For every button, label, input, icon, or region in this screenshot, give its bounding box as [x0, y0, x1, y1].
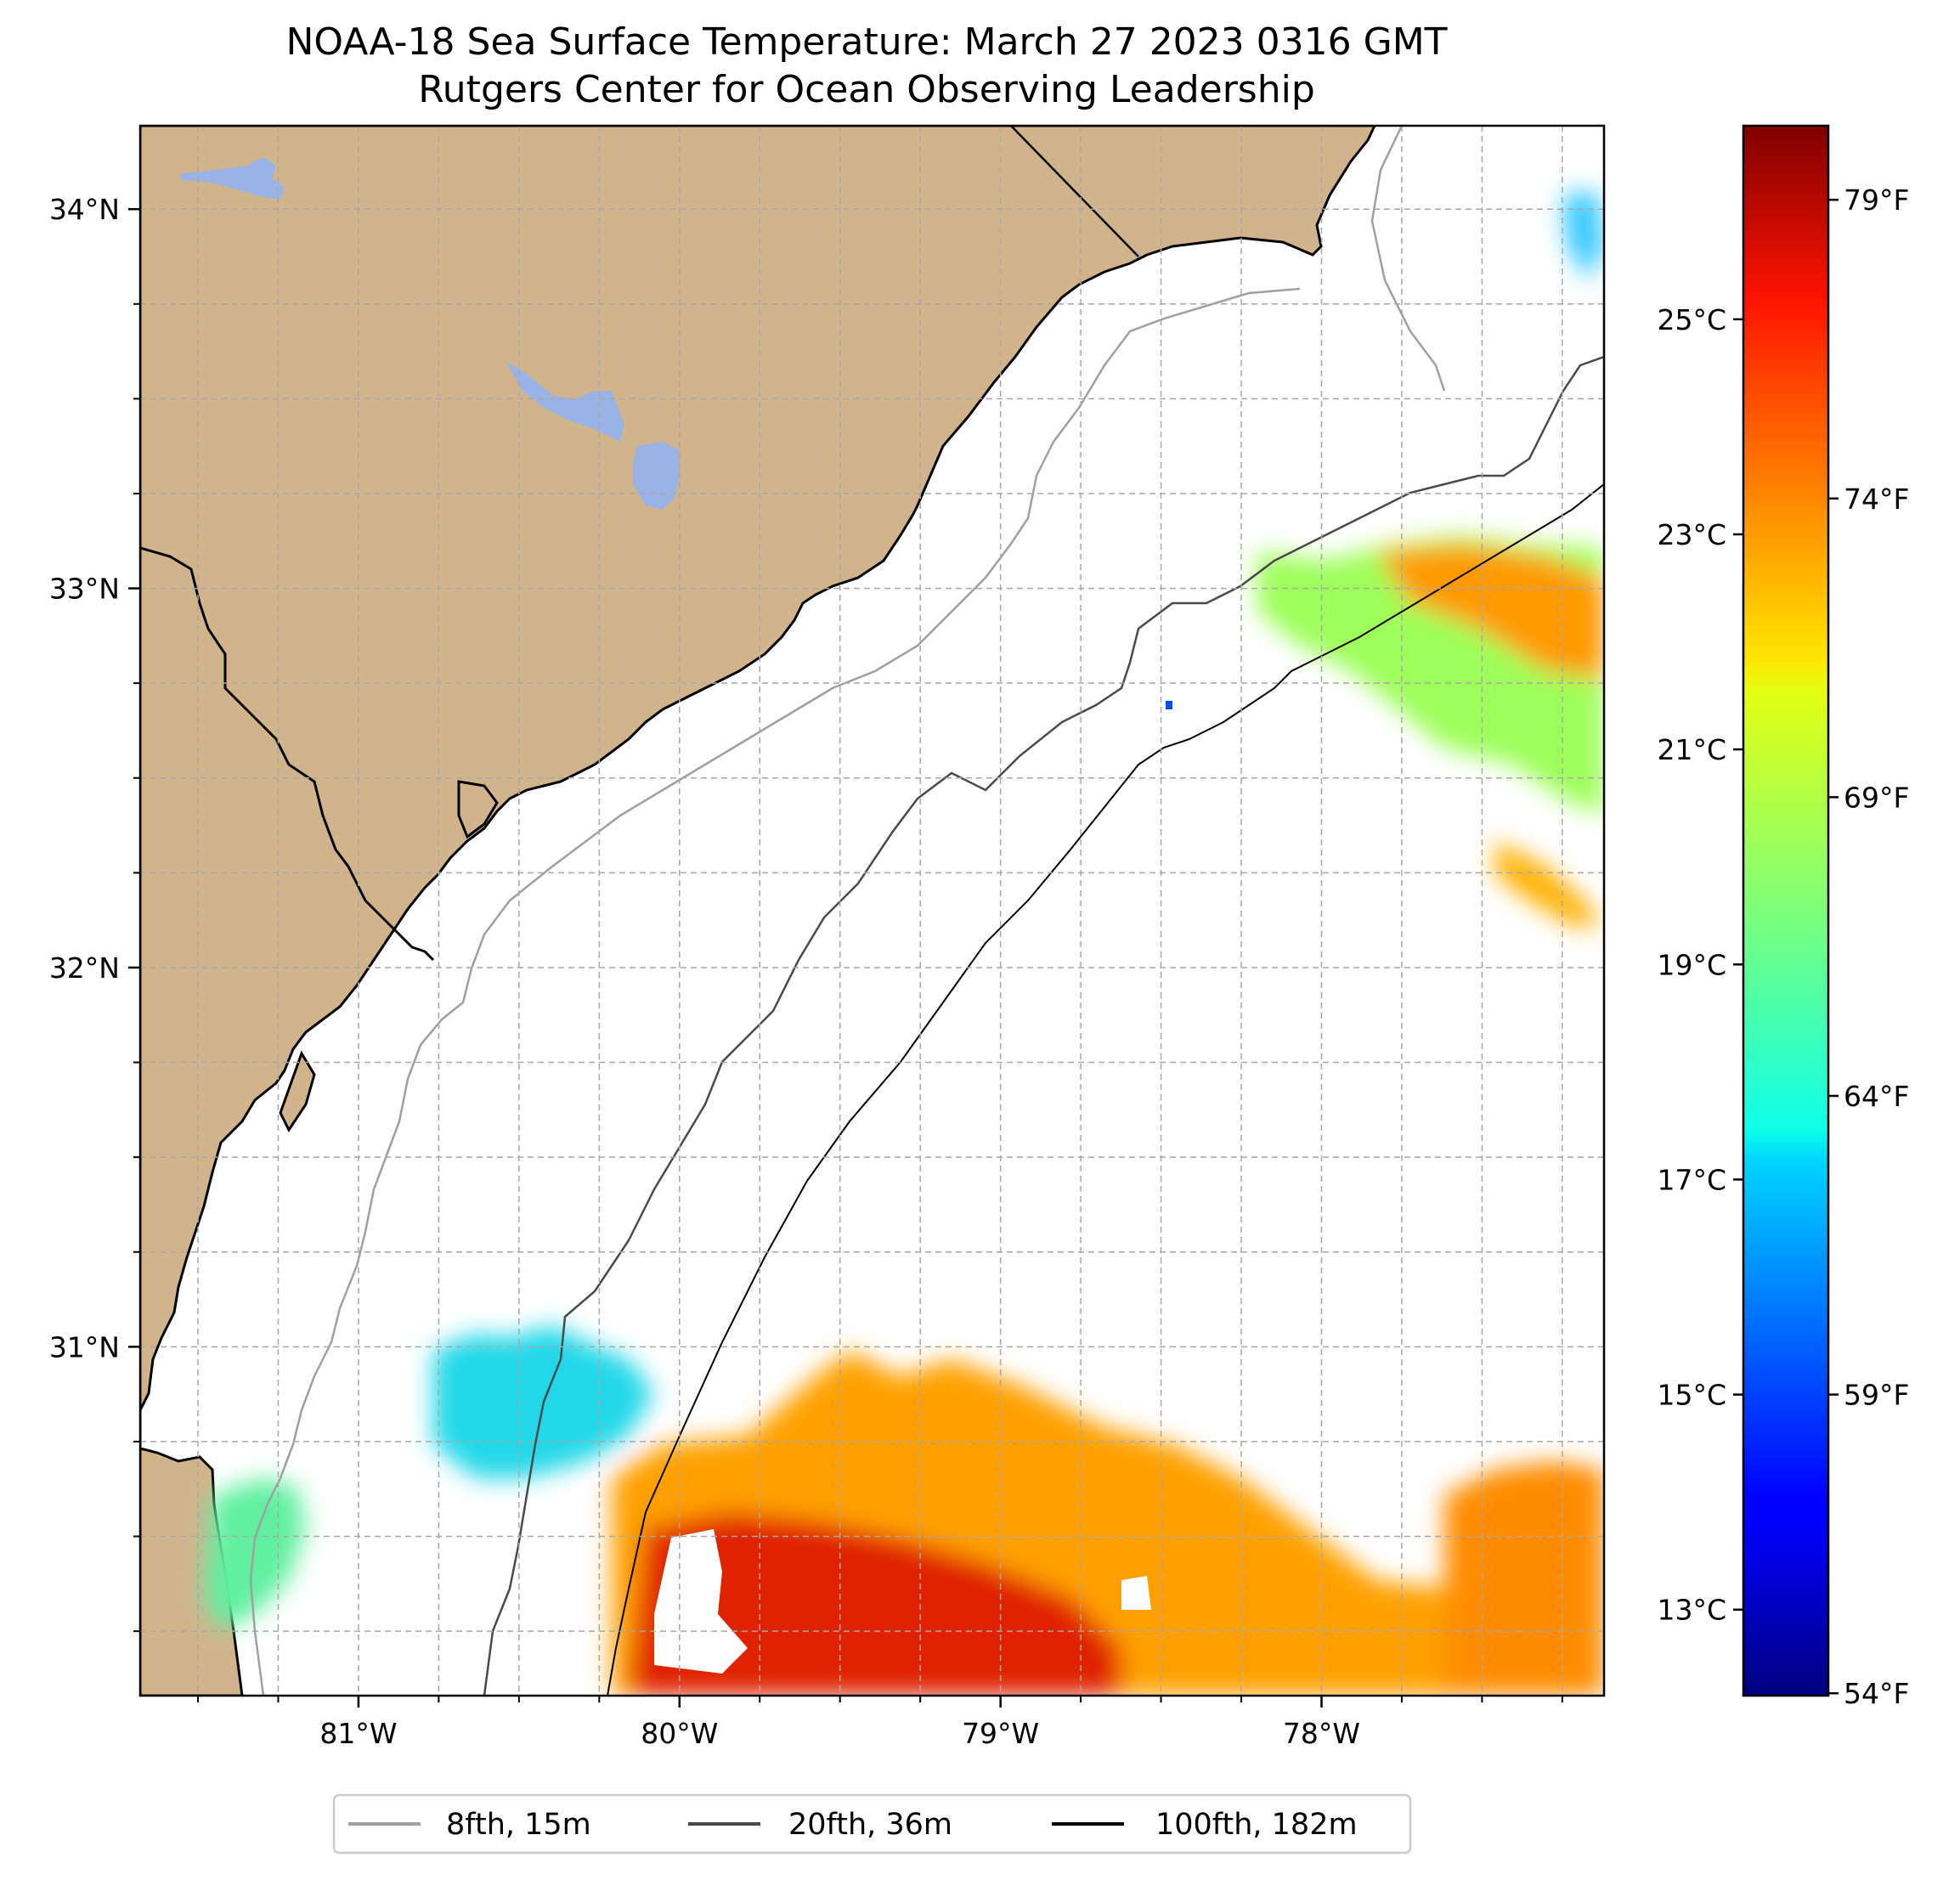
- gridlines: [140, 126, 1604, 1696]
- map-frame: [138, 124, 1606, 1697]
- colorbar-gradient: [1742, 124, 1830, 1697]
- coastal-island-2: [279, 1050, 316, 1132]
- sst-patch-east-small: [1495, 841, 1601, 926]
- sst-gap-1: [654, 1529, 748, 1674]
- celsius-tick-label: 25°C: [1657, 303, 1726, 336]
- fahrenheit-tick-label: 64°F: [1844, 1080, 1909, 1113]
- celsius-tick-label: 17°C: [1657, 1163, 1726, 1196]
- lon-tick-label: 81°W: [319, 1717, 397, 1750]
- fahrenheit-tick-label: 54°F: [1844, 1677, 1909, 1710]
- latitude-axis: 34°N 33°N 32°N 31°N: [49, 193, 140, 1633]
- lat-tick-label: 33°N: [49, 573, 120, 606]
- celsius-tick-label: 19°C: [1657, 948, 1726, 981]
- state-border-nc-sc: [1010, 126, 1139, 257]
- celsius-tick-label: 21°C: [1657, 733, 1726, 766]
- isobath-legend: 8fth, 15m 20fth, 36m 100fth, 182m: [332, 1793, 1412, 1855]
- lon-tick-label: 79°W: [962, 1717, 1039, 1750]
- longitude-axis: 81°W 80°W 79°W 78°W: [197, 1696, 1563, 1750]
- legend-label-8fth: 8fth, 15m: [446, 1808, 591, 1842]
- lat-tick-label: 31°N: [49, 1330, 120, 1363]
- legend-label-100fth: 100fth, 182m: [1155, 1808, 1358, 1842]
- sst-gap-2: [1121, 1576, 1151, 1610]
- isobath-8fth: [249, 126, 1446, 1696]
- sst-cold-pixel: [1166, 701, 1172, 709]
- colorbar: 25°C 23°C 21°C 19°C 17°C 15°C 13°C 79°F 74°F 69°…: [1657, 124, 1909, 1710]
- fahrenheit-tick-label: 69°F: [1844, 781, 1909, 814]
- map-title-line1: NOAA-18 Sea Surface Temperature: March 2…: [285, 20, 1447, 64]
- lake-2: [506, 361, 624, 442]
- legend-label-20fth: 20fth, 36m: [788, 1808, 952, 1842]
- sst-patch-southwest-green: [204, 1478, 306, 1631]
- colorbar-celsius-scale: 25°C 23°C 21°C 19°C 17°C 15°C 13°C: [1657, 303, 1743, 1627]
- legend-box: [332, 1793, 1412, 1855]
- map-title-line2: Rutgers Center for Ocean Observing Leade…: [418, 68, 1315, 111]
- sst-patch-southeast: [1444, 1461, 1604, 1696]
- fahrenheit-tick-label: 74°F: [1844, 483, 1909, 516]
- lake-3: [633, 442, 680, 510]
- celsius-tick-label: 23°C: [1657, 518, 1726, 551]
- isobath-100fth: [607, 483, 1604, 1696]
- celsius-tick-label: 13°C: [1657, 1594, 1726, 1627]
- state-border-sc-ga: [140, 546, 435, 962]
- sst-patch-northeast-warm: [1376, 544, 1604, 680]
- sst-patch-north-edge: [1563, 191, 1604, 280]
- land-mass: [140, 126, 1376, 1696]
- lon-tick-label: 80°W: [641, 1717, 718, 1750]
- lat-tick-label: 34°N: [49, 193, 120, 226]
- sst-patch-south-hot: [629, 1512, 1121, 1696]
- isobath-20fth: [483, 355, 1604, 1696]
- map-panel: 81°W 80°W 79°W 78°W 34°N 33°N 32°N 31°N: [49, 124, 1606, 1750]
- lat-tick-label: 32°N: [49, 951, 120, 985]
- fahrenheit-tick-label: 79°F: [1844, 183, 1909, 217]
- coastal-island-1: [457, 780, 499, 839]
- fahrenheit-tick-label: 59°F: [1844, 1379, 1909, 1412]
- colorbar-fahrenheit-scale: 79°F 74°F 69°F 64°F 59°F 54°F: [1828, 183, 1909, 1710]
- sst-layer: [204, 191, 1604, 1696]
- lake-1: [178, 157, 285, 200]
- celsius-tick-label: 15°C: [1657, 1379, 1726, 1412]
- lon-tick-label: 78°W: [1283, 1717, 1360, 1750]
